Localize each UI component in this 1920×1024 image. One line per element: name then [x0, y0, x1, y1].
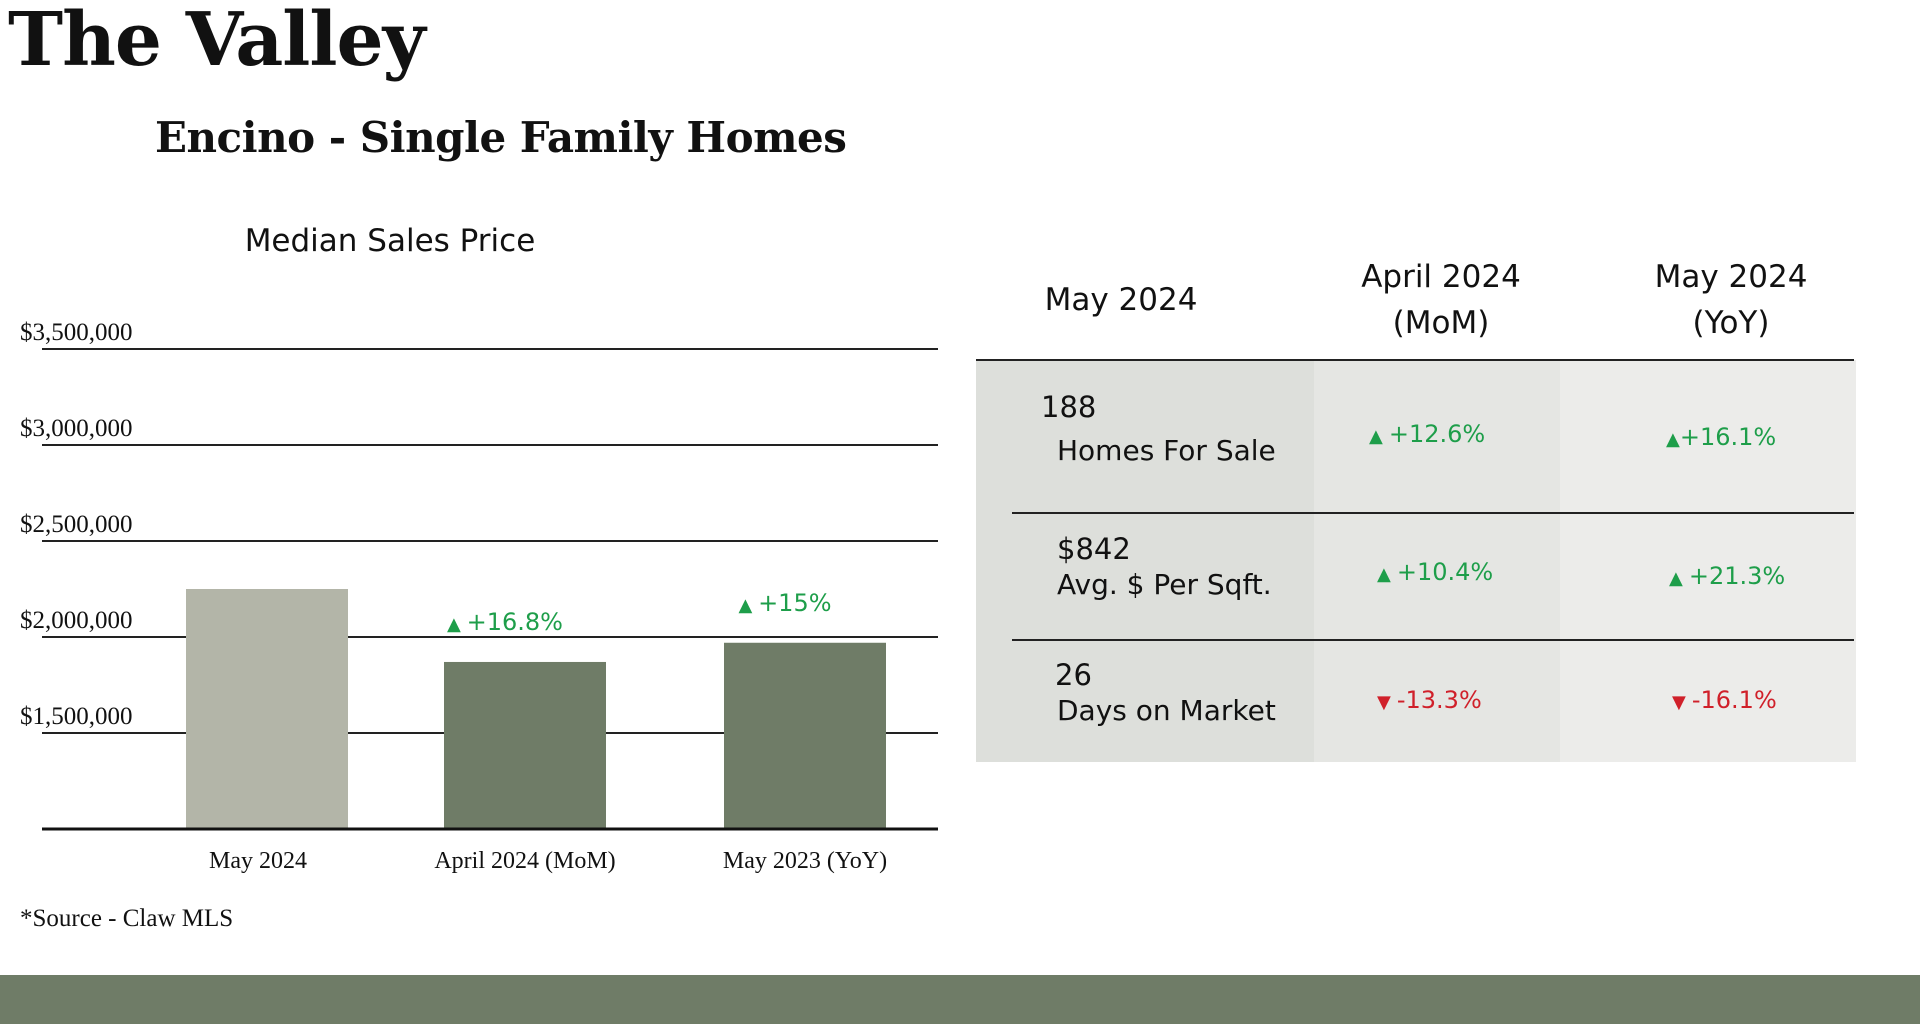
- header-yoy-line2: (YoY): [1692, 305, 1770, 341]
- up-arrow-icon: ▲: [1369, 426, 1383, 447]
- median-sales-price-chart: Median Sales Price $1,500,000 $2,000,000 $2…: [20, 223, 938, 874]
- change-mom-sqft: ▲ +10.4%: [1377, 558, 1493, 586]
- x-tick-label: May 2023 (YoY): [723, 848, 887, 874]
- down-arrow-icon: ▼: [1672, 692, 1686, 713]
- data-label: ▲ +15%: [738, 589, 831, 617]
- y-tick-label: $3,500,000: [20, 319, 133, 346]
- metric-value: 26: [1055, 658, 1092, 692]
- up-arrow-icon: ▲: [1377, 564, 1391, 585]
- header-mom: April 2024 (MoM): [1306, 240, 1576, 360]
- stats-table: May 2024 April 2024 (MoM) May 2024 (YoY)…: [976, 240, 1856, 762]
- header-current: May 2024: [976, 240, 1266, 360]
- col-bg-yoy: [1560, 360, 1856, 762]
- page-subtitle: Encino - Single Family Homes: [155, 113, 847, 162]
- y-tick-label: $2,500,000: [20, 511, 133, 538]
- x-tick-label: May 2024: [209, 848, 307, 874]
- metric-days-on-market: 26 Days on Market: [1055, 658, 1276, 727]
- page-title: The Valley: [8, 0, 426, 83]
- row-divider-1: [1012, 512, 1854, 514]
- change-yoy-sqft: ▲ +21.3%: [1669, 562, 1785, 590]
- source-note: *Source - Claw MLS: [20, 905, 234, 932]
- change-value: +10.4%: [1396, 558, 1494, 586]
- header-yoy: May 2024 (YoY): [1586, 240, 1876, 360]
- bar: [724, 642, 886, 829]
- change-mom-homes: ▲ +12.6%: [1369, 420, 1485, 448]
- change-value: -16.1%: [1691, 686, 1777, 714]
- change-value: -13.3%: [1396, 686, 1482, 714]
- change-value: +16.1%: [1679, 423, 1777, 451]
- up-arrow-icon: ▲: [1669, 568, 1683, 589]
- up-arrow-icon: ▲: [1666, 429, 1680, 450]
- header-divider: [976, 359, 1854, 361]
- metric-avg-price-sqft: $842 Avg. $ Per Sqft.: [1057, 532, 1272, 601]
- change-yoy-homes: ▲+16.1%: [1666, 423, 1776, 451]
- row-divider-2: [1012, 639, 1854, 641]
- down-arrow-icon: ▼: [1377, 692, 1391, 713]
- change-yoy-days: ▼ -16.1%: [1672, 686, 1777, 714]
- y-tick-label: $1,500,000: [20, 703, 133, 730]
- header-yoy-line1: May 2024: [1654, 259, 1808, 295]
- data-label: ▲ +16.8%: [447, 608, 563, 636]
- metric-label: Avg. $ Per Sqft.: [1057, 568, 1272, 601]
- change-value: +12.6%: [1388, 420, 1486, 448]
- metric-label: Days on Market: [1057, 694, 1276, 727]
- chart-title: Median Sales Price: [245, 223, 536, 259]
- metric-label: Homes For Sale: [1057, 434, 1276, 467]
- y-tick-label: $2,000,000: [20, 607, 133, 634]
- col-bg-mom: [1314, 360, 1560, 762]
- change-mom-days: ▼ -13.3%: [1377, 686, 1482, 714]
- metric-value: 188: [1041, 390, 1097, 424]
- change-value: +21.3%: [1688, 562, 1786, 590]
- y-tick-label: $3,000,000: [20, 415, 133, 442]
- col-bg-current: [976, 360, 1314, 762]
- header-mom-line1: April 2024: [1361, 259, 1521, 295]
- header-current-line1: May 2024: [1044, 282, 1198, 318]
- footer-band: [0, 975, 1920, 1024]
- bar: [444, 661, 606, 829]
- metric-homes-for-sale: 188 Homes For Sale: [1041, 390, 1276, 467]
- metric-value: $842: [1057, 532, 1131, 566]
- x-tick-label: April 2024 (MoM): [434, 848, 615, 874]
- bar: [186, 589, 348, 829]
- header-mom-line2: (MoM): [1392, 305, 1490, 341]
